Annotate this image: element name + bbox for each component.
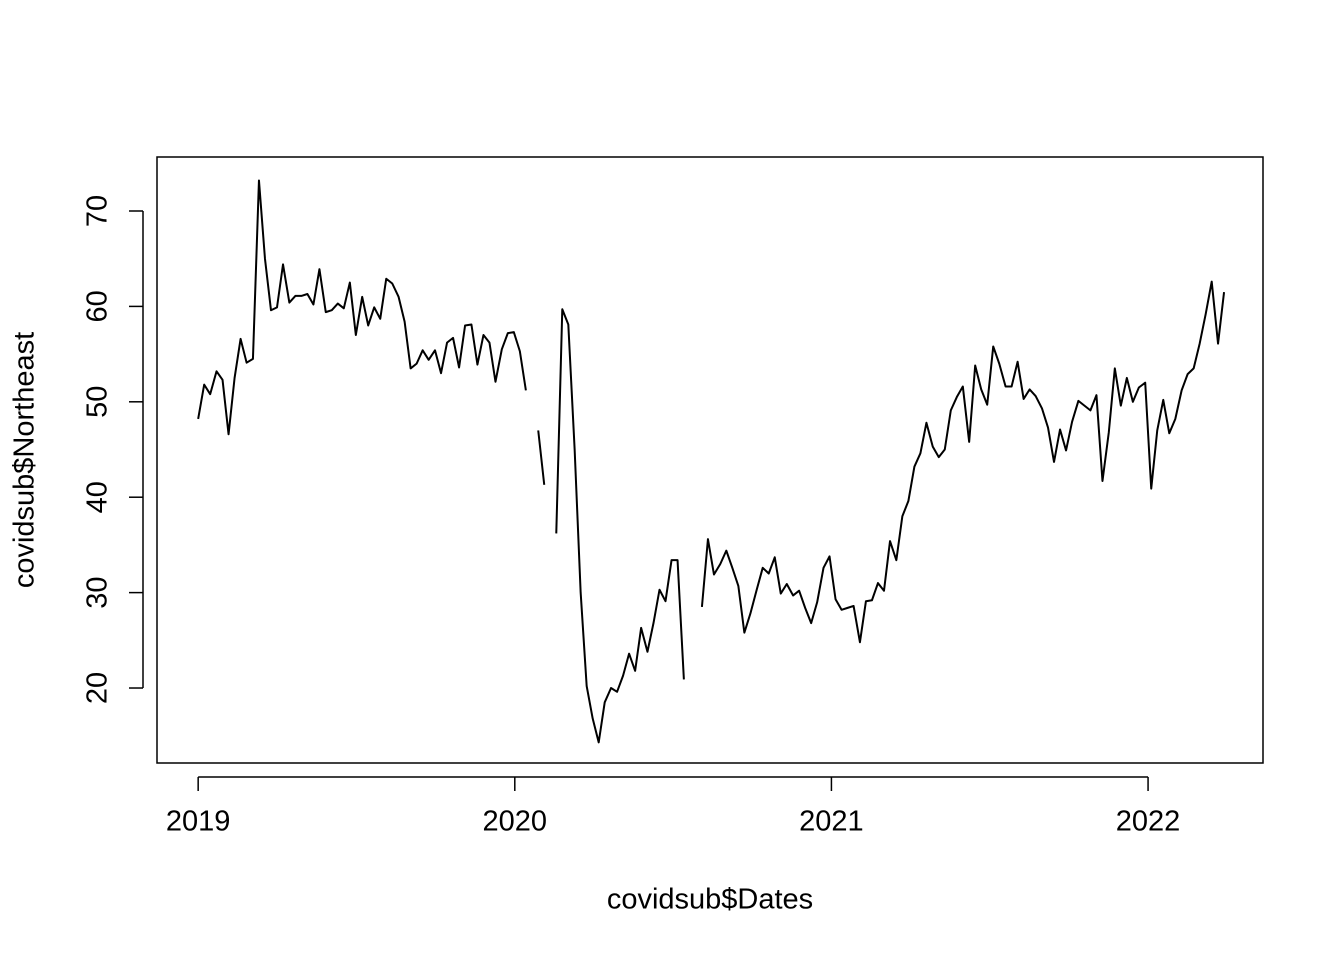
x-tick-label: 2022 [1116, 806, 1181, 838]
x-axis-label: covidsub$Dates [607, 884, 813, 916]
y-tick-label: 60 [82, 290, 114, 322]
y-tick-label: 40 [82, 481, 114, 513]
x-tick-label: 2019 [166, 806, 231, 838]
data-line [197, 179, 1226, 744]
x-tick-label: 2020 [483, 806, 548, 838]
y-tick-label: 70 [82, 195, 114, 227]
x-tick-label: 2021 [799, 806, 864, 838]
y-tick-label: 50 [82, 386, 114, 418]
y-tick-label: 20 [82, 672, 114, 704]
y-axis-label: covidsub$Northeast [9, 332, 41, 588]
plot-frame [156, 156, 1264, 764]
y-tick-label: 30 [82, 576, 114, 608]
